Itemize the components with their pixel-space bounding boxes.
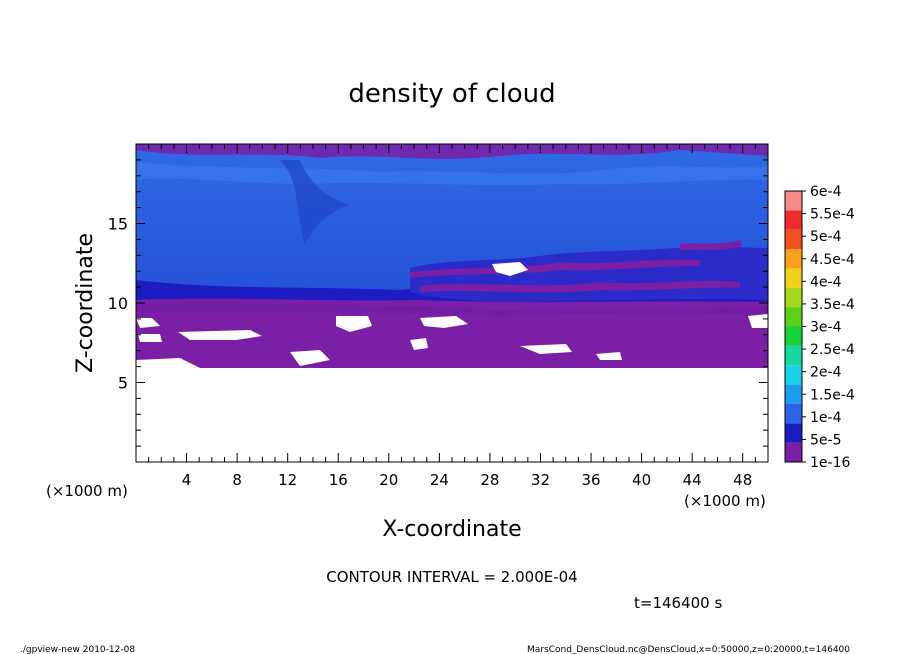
y-tick-label: 10: [108, 294, 128, 313]
colorbar-swatch: [785, 442, 802, 462]
colorbar-swatch: [785, 384, 802, 404]
colorbar-swatch: [785, 307, 802, 327]
x-tick-label: 32: [531, 471, 550, 489]
colorbar-swatch: [785, 229, 802, 250]
colorbar-label: 5e-4: [810, 229, 842, 245]
footer-left: ./gpview-new 2010-12-08: [20, 645, 135, 654]
colorbar-swatch: [785, 268, 802, 288]
contour-interval-text: CONTOUR INTERVAL = 2.000E-04: [326, 568, 577, 586]
x-axis: 4 8 12 16 20 24 28 32 36 40 44 48: [148, 144, 756, 489]
footer-right: MarsCond_DensCloud.nc@DensCloud,x=0:5000…: [527, 645, 850, 654]
plot-field: [136, 144, 768, 462]
x-tick-label: 8: [232, 471, 242, 489]
x-tick-label: 16: [329, 471, 348, 489]
colorbar-label: 1.5e-4: [810, 387, 855, 403]
colorbar-swatch: [785, 423, 802, 443]
colorbar-label: 4.5e-4: [810, 252, 855, 268]
x-tick-label: 28: [480, 471, 499, 489]
chart-title: density of cloud: [348, 79, 555, 109]
colorbar-label: 1e-16: [810, 455, 850, 471]
x-tick-label: 48: [733, 471, 752, 489]
colorbar-swatch: [785, 191, 802, 211]
colorbar-swatch: [785, 249, 802, 269]
y-tick-label: 15: [108, 215, 128, 234]
colorbar-swatch: [785, 210, 802, 230]
x-tick-label: 24: [430, 471, 449, 489]
colorbar-label: 3e-4: [810, 320, 842, 336]
x-unit-label-left: (×1000 m): [46, 482, 128, 500]
colorbar-label: 2.5e-4: [810, 342, 855, 358]
y-axis-label: Z-coordinate: [73, 233, 98, 373]
x-axis-label: X-coordinate: [382, 517, 521, 542]
y-axis: 5 10 15: [108, 159, 768, 447]
x-unit-label-right: (×1000 m): [684, 492, 766, 510]
colorbar-label: 5.5e-4: [810, 207, 855, 223]
colorbar-label: 1e-4: [810, 410, 842, 426]
lower-cloud-layer: [136, 298, 768, 368]
y-tick-label: 5: [118, 374, 128, 393]
x-tick-label: 12: [278, 471, 297, 489]
colorbar: 1e-16 5e-5 1e-4 1.5e-4 2e-4 2.5e-4 3e-4 3.5e-4 4…: [784, 184, 855, 471]
x-tick-label: 4: [182, 471, 192, 489]
colorbar-label: 2e-4: [810, 365, 842, 381]
x-tick-label: 20: [379, 471, 398, 489]
colorbar-swatch: [785, 403, 802, 424]
colorbar-label: 4e-4: [810, 274, 842, 290]
colorbar-swatch: [785, 326, 802, 346]
time-label: t=146400 s: [634, 594, 722, 612]
x-tick-label: 36: [581, 471, 600, 489]
x-tick-label: 44: [683, 471, 702, 489]
colorbar-swatch: [785, 287, 802, 308]
colorbar-label: 6e-4: [810, 184, 842, 200]
colorbar-label: 3.5e-4: [810, 297, 855, 313]
colorbar-swatch: [785, 345, 802, 366]
colorbar-swatch: [785, 365, 802, 385]
x-tick-label: 40: [632, 471, 651, 489]
colorbar-label: 5e-5: [810, 432, 841, 448]
